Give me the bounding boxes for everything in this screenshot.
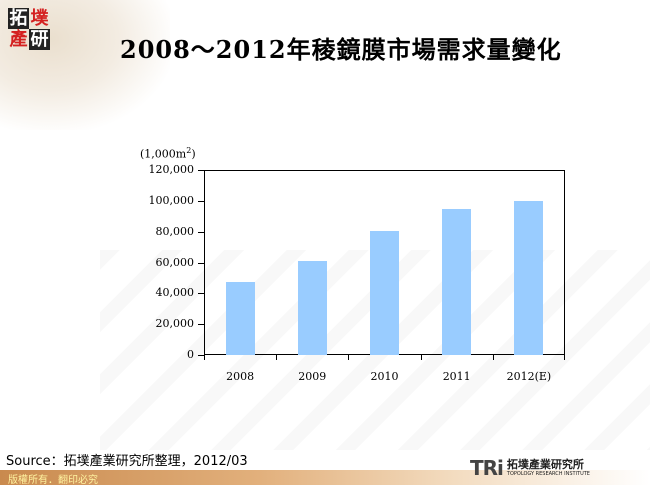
tri-chinese-name: 拓墣產業研究所: [506, 458, 584, 471]
y-axis-unit-label: (1,000m2): [140, 146, 196, 161]
y-tick-mark: [198, 324, 204, 325]
x-tick-mark: [348, 355, 349, 360]
source-note: Source：拓墣產業研究所整理，2012/03: [6, 454, 248, 469]
y-tick-label: 100,000: [148, 193, 195, 207]
y-tick-mark: [198, 201, 204, 202]
y-tick-mark: [198, 232, 204, 233]
logo-char: 產: [9, 29, 28, 50]
tri-text: 拓墣產業研究所 TOPOLOGY RESEARCH INSTITUTE: [507, 459, 590, 477]
y-tick-label: 40,000: [155, 286, 195, 300]
x-tick-mark: [204, 355, 205, 360]
topology-logo: 拓 墣 產 研: [8, 8, 50, 50]
superscript: 2: [186, 146, 192, 155]
y-tick-label: 80,000: [155, 224, 195, 238]
x-tick-mark: [564, 355, 565, 360]
y-tick-mark: [198, 263, 204, 264]
y-tick-mark: [198, 170, 204, 171]
logo-char: 墣: [30, 8, 49, 29]
x-tick-label: 2010: [370, 370, 399, 383]
x-tick-mark: [421, 355, 422, 360]
x-tick-label: 2012(E): [506, 370, 552, 383]
bar-2010: [370, 230, 399, 355]
y-tick-mark: [198, 293, 204, 294]
x-tick-mark: [493, 355, 494, 360]
y-tick-label: 120,000: [148, 163, 195, 176]
bar-2012(E): [514, 200, 544, 355]
tri-mark-text: TRi: [470, 456, 504, 480]
y-tick-label: 0: [187, 348, 194, 361]
x-tick-label: 2009: [298, 370, 327, 383]
bar-2008: [225, 281, 255, 355]
logo-char: 研: [29, 29, 50, 50]
copyright-text: 版權所有．翻印必究: [8, 475, 98, 486]
y-tick-mark: [198, 355, 204, 356]
footer-bar: [0, 470, 650, 485]
tri-logo: TRi 拓墣產業研究所 TOPOLOGY RESEARCH INSTITUTE: [470, 456, 590, 480]
y-tick-label: 60,000: [155, 255, 195, 269]
bar-2011: [442, 208, 472, 355]
x-tick-label: 2008: [226, 370, 255, 383]
tri-mark: TRi: [470, 456, 504, 480]
y-tick-label: 20,000: [155, 317, 195, 331]
tri-english-name: TOPOLOGY RESEARCH INSTITUTE: [506, 471, 590, 477]
x-tick-label: 2011: [442, 370, 471, 383]
x-tick-mark: [276, 355, 277, 360]
bar-2009: [297, 260, 327, 355]
logo-char: 拓: [8, 8, 29, 29]
page-title: 2008～2012年稜鏡膜市場需求量變化: [120, 35, 562, 64]
